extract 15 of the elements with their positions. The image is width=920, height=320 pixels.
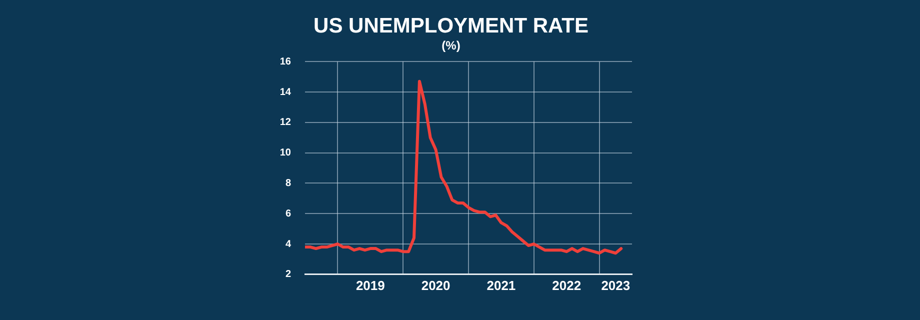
x-tick-label: 2021: [486, 278, 516, 293]
x-tick-label: 2020: [421, 278, 450, 293]
y-tick-label: 16: [280, 56, 292, 68]
y-tick-label: 14: [280, 86, 292, 98]
y-tick-label: 10: [280, 148, 292, 159]
x-tick-label: 2023: [601, 278, 630, 293]
y-tick-label: 4: [285, 238, 292, 250]
chart-title: US UNEMPLOYMENT RATE: [314, 14, 588, 38]
chart-subtitle: (%): [442, 38, 460, 53]
y-tick-label: 6: [285, 208, 292, 220]
y-tick-label: 12: [280, 117, 292, 128]
x-tick-label: 2019: [356, 278, 385, 293]
y-tick-label: 8: [285, 178, 292, 189]
x-tick-label: 2022: [552, 278, 582, 293]
y-tick-label: 2: [285, 269, 292, 280]
